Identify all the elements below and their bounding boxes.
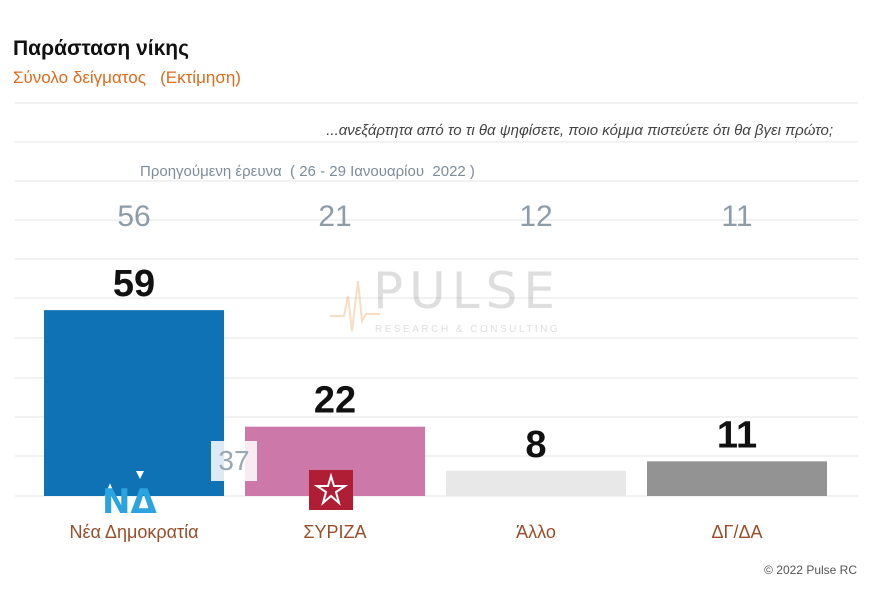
watermark-tagline: RESEARCH & CONSULTING (375, 324, 561, 335)
bar-2 (446, 470, 626, 496)
previous-survey-label: Προηγούμενη έρευνα ( 26 - 29 Ιανουαρίου … (140, 163, 475, 180)
previous-value-label: 12 (519, 200, 552, 233)
chart-title: Παράσταση νίκης (13, 37, 190, 60)
bar-value-label: 8 (525, 424, 546, 466)
category-label: ΣΥΡΙΖΑ (303, 522, 366, 542)
category-label: Νέα Δημοκρατία (69, 522, 198, 542)
previous-extra-value: 37 (211, 441, 257, 481)
pulse-watermark: PULSE RESEARCH & CONSULTING (330, 262, 560, 342)
previous-value-label: 56 (117, 200, 150, 233)
svg-text:ΝΔ: ΝΔ (102, 482, 157, 517)
nd-logo: ΝΔ (95, 469, 166, 522)
watermark-brand: PULSE (373, 262, 561, 320)
previous-value-label: 21 (318, 200, 351, 233)
copyright-text: © 2022 Pulse RC (764, 563, 857, 577)
syriza-logo (309, 470, 353, 510)
bar-value-label: 11 (717, 414, 757, 456)
category-label: ΔΓ/ΔΑ (712, 522, 763, 542)
chart-subtitle: Σύνολο δείγματος (Εκτίμηση) (13, 68, 241, 87)
bar-value-label: 22 (314, 380, 356, 422)
bar-3 (647, 461, 827, 496)
survey-question: ...ανεξάρτητα από το τι θα ψηφίσετε, ποι… (326, 122, 833, 139)
previous-value-label: 11 (721, 200, 752, 233)
pulse-line-icon (330, 280, 380, 332)
bar-0 (44, 310, 224, 496)
bar-value-label: 59 (113, 263, 155, 305)
category-label: Άλλο (516, 522, 556, 542)
